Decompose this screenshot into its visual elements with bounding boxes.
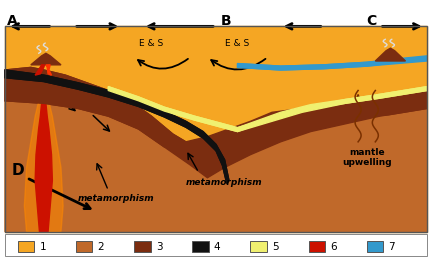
Polygon shape [5, 67, 427, 178]
Polygon shape [108, 87, 427, 132]
Text: E & S: E & S [226, 39, 250, 48]
Polygon shape [186, 91, 427, 147]
Polygon shape [238, 56, 427, 70]
Polygon shape [5, 234, 427, 256]
Text: 3: 3 [156, 241, 162, 252]
Text: 5: 5 [272, 241, 279, 252]
Bar [18, 241, 34, 252]
Polygon shape [24, 98, 63, 232]
Bar [134, 241, 150, 252]
Bar [76, 241, 92, 252]
Polygon shape [108, 87, 427, 132]
Bar [367, 241, 383, 252]
Text: 2: 2 [98, 241, 104, 252]
Bar [192, 241, 209, 252]
Polygon shape [5, 101, 427, 232]
Text: E & S: E & S [139, 39, 164, 48]
Polygon shape [31, 53, 61, 65]
Polygon shape [35, 65, 44, 75]
Polygon shape [5, 70, 229, 183]
Text: metamorphism: metamorphism [78, 194, 155, 203]
Text: mantle
upwelling: mantle upwelling [342, 148, 391, 167]
Text: metamorphism: metamorphism [186, 179, 263, 188]
Text: A: A [7, 14, 18, 28]
Text: 6: 6 [330, 241, 337, 252]
Text: 7: 7 [388, 241, 395, 252]
Polygon shape [5, 26, 427, 232]
Text: D: D [12, 163, 24, 178]
Polygon shape [5, 70, 229, 183]
Polygon shape [375, 48, 406, 61]
Bar [251, 241, 267, 252]
Bar [308, 241, 325, 252]
Polygon shape [238, 57, 427, 70]
Text: 4: 4 [214, 241, 220, 252]
Polygon shape [46, 65, 51, 75]
Polygon shape [35, 91, 52, 232]
Polygon shape [5, 67, 194, 147]
Text: C: C [367, 14, 377, 28]
Text: B: B [220, 14, 231, 28]
Text: 1: 1 [39, 241, 46, 252]
